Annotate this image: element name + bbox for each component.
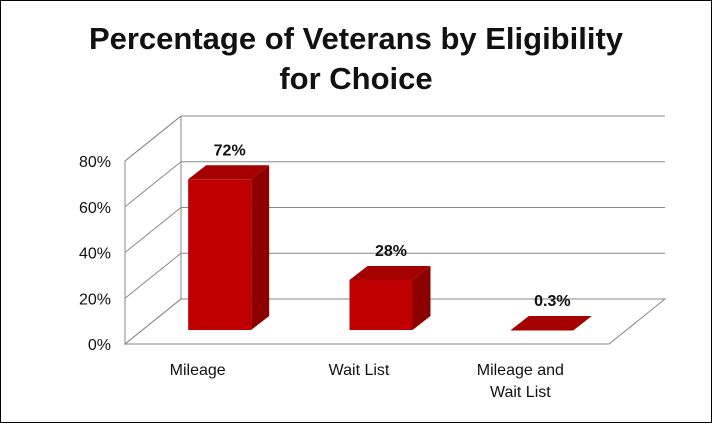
y-tick-label: 80% bbox=[79, 154, 111, 171]
y-tick-label: 0% bbox=[88, 337, 111, 354]
y-tick-label: 40% bbox=[79, 246, 111, 263]
bar bbox=[510, 330, 574, 331]
gridline-side bbox=[124, 161, 182, 208]
data-label: 72% bbox=[214, 142, 246, 159]
floor bbox=[123, 298, 667, 345]
bar-top bbox=[349, 265, 431, 280]
bar-top bbox=[188, 165, 270, 180]
y-tick-label: 60% bbox=[79, 200, 111, 217]
bar bbox=[188, 179, 252, 330]
data-label: 0.3% bbox=[534, 293, 570, 310]
bar-side bbox=[251, 165, 270, 330]
gridline-side bbox=[124, 207, 182, 253]
category-label: Mileage bbox=[170, 362, 226, 379]
y-tick-label: 20% bbox=[79, 291, 111, 308]
bar bbox=[349, 279, 413, 330]
data-label: 28% bbox=[375, 243, 407, 260]
gridline-side bbox=[124, 252, 182, 299]
category-label: Mileage and bbox=[477, 362, 564, 379]
chart-title: Percentage of Veterans by Eligibility fo… bbox=[88, 21, 624, 96]
bar-top bbox=[510, 316, 592, 330]
bar-side bbox=[412, 265, 431, 330]
category-label: Wait List bbox=[329, 362, 390, 379]
gridline-side bbox=[124, 115, 182, 162]
category-label: Wait List bbox=[490, 384, 551, 401]
